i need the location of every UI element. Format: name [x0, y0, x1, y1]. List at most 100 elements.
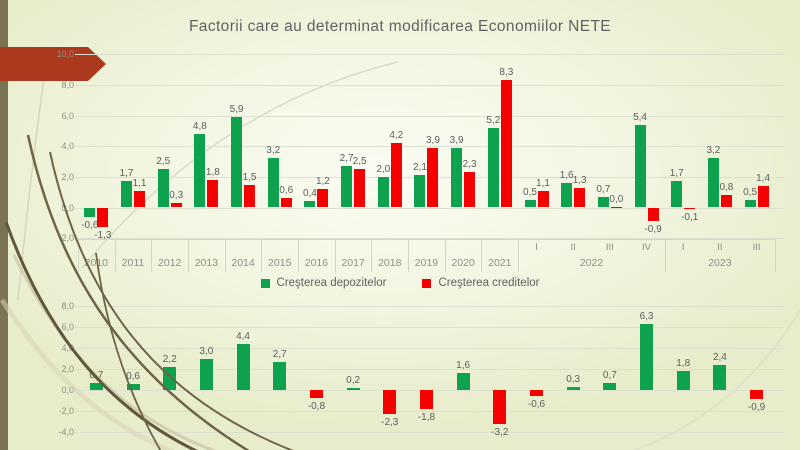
bar — [244, 184, 256, 208]
bar — [121, 181, 133, 208]
bar-value-label: -0,9 — [644, 224, 662, 236]
y-axis-tick-label: 2,0 — [61, 364, 74, 374]
bar-value-label: 0,5 — [743, 186, 758, 198]
bar — [304, 201, 316, 208]
bar — [134, 190, 146, 208]
bar — [170, 202, 182, 208]
bar — [713, 364, 727, 390]
bar-value-label: 1,3 — [572, 174, 587, 186]
axis-band-divider — [371, 238, 373, 272]
axis-band-divider — [408, 238, 410, 272]
bar — [684, 207, 696, 210]
bar-value-label: 1,6 — [559, 169, 574, 181]
bar — [464, 172, 476, 208]
bar-value-label: 2,5 — [156, 156, 171, 168]
bar-value-label: 0,7 — [602, 369, 617, 381]
bar — [207, 179, 219, 208]
bar-value-label: 0,7 — [596, 183, 611, 195]
bar-value-label: 3,0 — [199, 345, 214, 357]
bar — [236, 343, 250, 390]
x-axis-group-year-label: 2022 — [579, 257, 604, 269]
bar-value-label: 2,7 — [272, 348, 287, 360]
y-axis-tick-label: 8,0 — [61, 301, 74, 311]
axis-band-divider — [261, 238, 263, 272]
axis-band-divider — [151, 238, 153, 272]
x-axis-quarter-label: II — [717, 242, 723, 253]
bar-value-label: 0,6 — [279, 185, 294, 197]
bar-value-label: 2,5 — [352, 156, 367, 168]
bar — [574, 187, 586, 208]
bar — [676, 371, 690, 390]
bar — [750, 390, 764, 400]
gridline — [75, 327, 784, 328]
bar-value-label: 1,1 — [132, 177, 147, 189]
gridline — [75, 369, 784, 370]
bar-value-label: 5,9 — [229, 104, 244, 116]
gridline — [75, 207, 784, 209]
bar-value-label: 0,3 — [169, 189, 184, 201]
y-axis-tick-label: 0,0 — [61, 385, 74, 395]
bar-value-label: 5,4 — [633, 111, 647, 123]
bar-value-label: 4,8 — [192, 120, 207, 132]
gridline — [75, 115, 784, 117]
legend-item: Creşterea depozitelor — [260, 277, 386, 289]
y-axis-tick-label: 8,0 — [61, 79, 74, 90]
bar-value-label: 3,9 — [426, 134, 440, 146]
gridline — [75, 411, 784, 412]
x-axis-year-label: 2013 — [194, 257, 219, 269]
bar — [354, 169, 366, 208]
bar — [603, 382, 617, 390]
bar — [487, 127, 499, 208]
legend-item: Creşterea creditelor — [422, 277, 539, 289]
bar-value-label: 6,3 — [639, 310, 654, 322]
x-axis-quarter-label: I — [535, 242, 538, 253]
bar — [346, 387, 360, 390]
y-axis-tick-label: -2,0 — [58, 406, 74, 416]
bar-value-label: 2,0 — [376, 163, 391, 175]
gridline — [75, 84, 784, 86]
bar-value-label: 0,3 — [566, 373, 581, 385]
bar-value-label: -3,2 — [491, 426, 509, 438]
bar — [451, 147, 463, 208]
bar-value-label: 0,4 — [302, 188, 317, 200]
bar-value-label: 0,2 — [346, 374, 361, 386]
bar-value-label: 2,2 — [162, 353, 177, 365]
axis-band-divider — [664, 238, 666, 272]
bar-value-label: 1,7 — [669, 168, 684, 180]
bar — [194, 133, 206, 208]
y-axis-tick-label: -4,0 — [58, 427, 74, 437]
bar — [126, 383, 140, 390]
legend-swatch-icon — [260, 278, 270, 288]
bar — [317, 189, 329, 208]
x-axis-year-label: 2016 — [304, 257, 329, 269]
bar-value-label: 0,6 — [126, 370, 140, 382]
x-axis-year-label: 2020 — [451, 257, 475, 269]
bar — [500, 80, 512, 208]
x-axis-quarter-label: III — [752, 242, 761, 253]
bar-value-label: -1,3 — [94, 230, 112, 242]
y-axis-tick-label: 4,0 — [61, 343, 74, 353]
axis-band-divider — [188, 238, 190, 272]
y-axis-tick-label: 4,0 — [61, 141, 74, 152]
slide-title: Factorii care au determinat modificarea … — [188, 18, 612, 35]
x-axis-year-label: 2017 — [341, 257, 365, 269]
x-axis-year-label: 2012 — [158, 257, 182, 269]
bar-value-label: 0,5 — [523, 186, 537, 198]
bar-value-label: -0,9 — [747, 402, 766, 414]
bar-value-label: -2,3 — [381, 417, 399, 429]
y-axis-tick-label: 6,0 — [61, 322, 74, 332]
x-axis-group-year-label: 2023 — [708, 257, 732, 269]
x-axis-quarter-label: III — [605, 242, 614, 253]
bar-value-label: 5,2 — [486, 114, 501, 126]
gridline — [75, 146, 784, 148]
bar — [427, 147, 439, 208]
bar — [634, 124, 646, 208]
axis-band-divider — [518, 238, 520, 272]
x-axis-year-label: 2014 — [231, 257, 255, 269]
bar-value-label: -0,1 — [681, 212, 699, 224]
bar-value-label: -0,6 — [81, 219, 99, 231]
bar — [390, 143, 402, 208]
gridline — [75, 432, 784, 433]
